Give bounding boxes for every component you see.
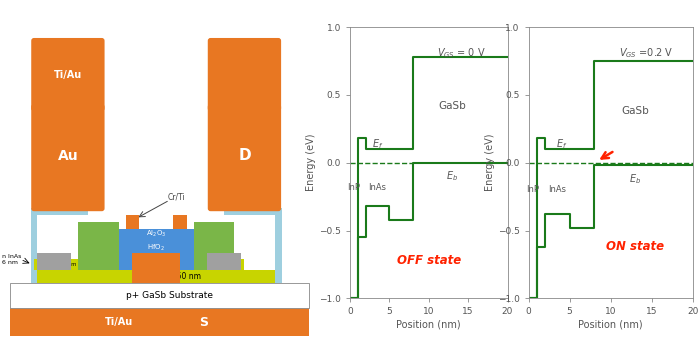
Text: G: G [164, 263, 173, 273]
Bar [78, 222, 119, 270]
X-axis label: Position (nm): Position (nm) [396, 319, 461, 329]
Text: OFF state: OFF state [397, 254, 461, 267]
Bar [10, 308, 309, 336]
Text: InAs: InAs [548, 185, 566, 194]
Bar [34, 259, 81, 270]
FancyBboxPatch shape [208, 104, 281, 211]
Text: D: D [238, 148, 251, 163]
Text: Cr/Ti: Cr/Ti [168, 192, 186, 201]
Bar [173, 215, 187, 229]
Bar [207, 253, 241, 270]
Text: $V_{GS}$ =0.2 V: $V_{GS}$ =0.2 V [619, 46, 673, 60]
Text: $E_f$: $E_f$ [372, 137, 384, 151]
Bar [224, 208, 282, 215]
Text: n InAs
6 nm: n InAs 6 nm [1, 254, 21, 265]
Text: InP: InP [526, 185, 539, 194]
Bar [10, 283, 309, 308]
Text: Cr/Ti: Cr/Ti [146, 265, 162, 271]
Text: Au: Au [57, 149, 78, 163]
X-axis label: Position (nm): Position (nm) [578, 319, 643, 329]
Text: $E_f$: $E_f$ [556, 137, 567, 151]
Bar [132, 253, 180, 283]
Text: $V_{GS}$ = 0 V: $V_{GS}$ = 0 V [437, 46, 486, 60]
Bar [193, 222, 234, 270]
FancyBboxPatch shape [208, 38, 281, 111]
Text: p+ GaSb  50 nm: p+ GaSb 50 nm [139, 272, 202, 281]
Text: p+ GaSb Substrate: p+ GaSb Substrate [126, 291, 214, 300]
Text: BCB: BCB [89, 240, 108, 248]
Text: n InAs  30 nm: n InAs 30 nm [202, 262, 239, 267]
Bar [31, 208, 37, 283]
Text: Ti: Ti [51, 258, 57, 264]
Text: Al$_2$O$_3$: Al$_2$O$_3$ [146, 229, 167, 239]
Bar [119, 229, 193, 270]
Text: InAs: InAs [369, 183, 386, 192]
Text: $E_b$: $E_b$ [447, 170, 459, 183]
Text: GaSb: GaSb [622, 106, 650, 116]
Text: Ti/Au: Ti/Au [105, 317, 133, 327]
FancyBboxPatch shape [32, 38, 104, 111]
Text: Ti: Ti [221, 258, 227, 264]
Bar [197, 259, 244, 270]
Text: S: S [199, 316, 208, 328]
Bar [37, 253, 71, 270]
Text: Ti/Au: Ti/Au [54, 69, 82, 80]
Y-axis label: Energy (eV): Energy (eV) [485, 134, 495, 192]
Bar [125, 215, 139, 229]
Text: InP: InP [347, 183, 360, 192]
Text: $E_b$: $E_b$ [629, 172, 641, 186]
Text: GaSb: GaSb [438, 101, 466, 111]
FancyBboxPatch shape [32, 104, 104, 211]
Bar [31, 208, 88, 215]
Text: ON state: ON state [606, 240, 664, 253]
Bar [34, 270, 279, 283]
Y-axis label: Energy (eV): Energy (eV) [307, 134, 316, 192]
Text: n InAs  30 nm: n InAs 30 nm [39, 262, 76, 267]
Text: HfO$_2$: HfO$_2$ [147, 242, 165, 253]
Bar [275, 208, 282, 283]
Text: BCB: BCB [204, 240, 223, 248]
